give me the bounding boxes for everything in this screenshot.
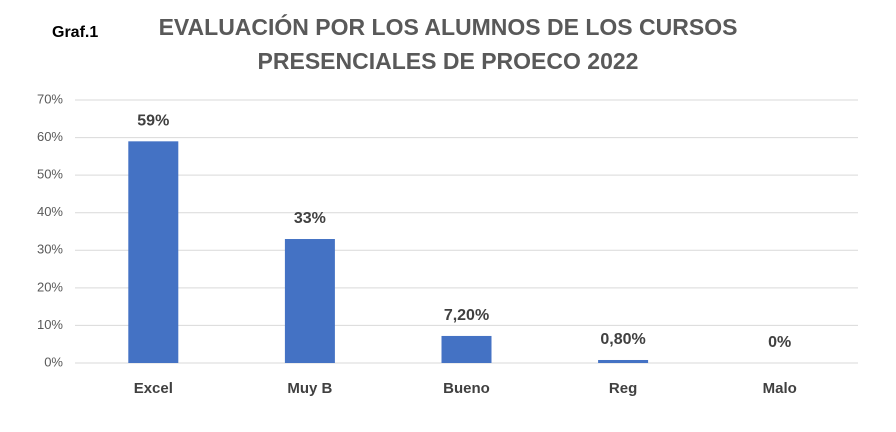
bar	[441, 335, 492, 363]
y-tick-label: 20%	[37, 279, 63, 294]
value-label: 0%	[768, 334, 791, 351]
bar	[598, 359, 649, 363]
y-tick-label: 60%	[37, 129, 63, 144]
x-tick-label: Reg	[609, 380, 637, 397]
bar	[128, 141, 179, 363]
chart-title: EVALUACIÓN POR LOS ALUMNOS DE LOS CURSOS	[159, 13, 738, 40]
x-tick-label: Bueno	[443, 380, 490, 397]
chart-title: PRESENCIALES DE PROECO 2022	[258, 48, 639, 74]
y-tick-label: 70%	[37, 91, 63, 106]
value-label: 59%	[137, 113, 169, 130]
bar	[284, 239, 335, 363]
value-label: 0,80%	[600, 331, 645, 348]
x-tick-label: Muy B	[287, 380, 332, 397]
y-tick-label: 30%	[37, 242, 63, 257]
y-tick-label: 0%	[44, 354, 63, 369]
value-label: 33%	[294, 210, 326, 227]
y-tick-label: 50%	[37, 167, 63, 182]
y-tick-label: 40%	[37, 204, 63, 219]
x-tick-label: Excel	[134, 380, 173, 397]
annotation: Graf.1	[52, 24, 98, 41]
x-tick-label: Malo	[763, 380, 797, 397]
y-tick-label: 10%	[37, 317, 63, 332]
value-label: 7,20%	[444, 307, 489, 324]
